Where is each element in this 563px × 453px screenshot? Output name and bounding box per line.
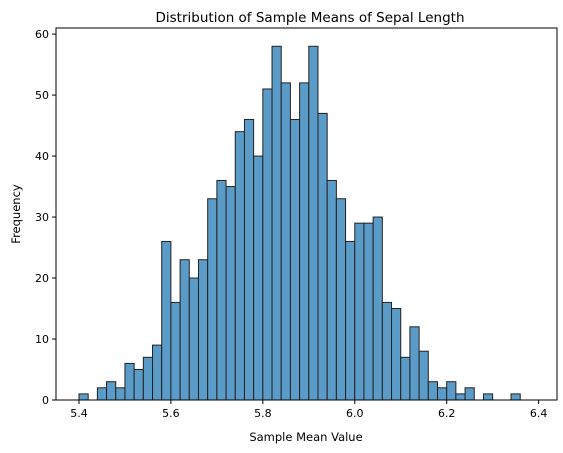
x-axis-label: Sample Mean Value (249, 430, 362, 444)
histogram-bar (326, 179, 337, 401)
x-tick-label: 5.4 (70, 407, 88, 420)
histogram-bar (418, 350, 429, 401)
histogram-bar (253, 155, 264, 401)
histogram-bar (446, 381, 457, 401)
histogram-bar (96, 387, 108, 401)
histogram-bar (262, 88, 273, 401)
histogram-bar (482, 393, 494, 401)
x-tick-label: 5.8 (254, 407, 272, 420)
histogram-bar (427, 381, 438, 401)
y-tick-label: 20 (35, 272, 49, 285)
histogram-bar (391, 308, 402, 401)
histogram-bar (400, 356, 411, 401)
x-ticks-group: 5.4 5.6 5.8 6.0 6.2 6.4 (70, 400, 547, 420)
histogram-bar (335, 198, 347, 401)
histogram-bar (188, 277, 199, 401)
histogram-bar (271, 45, 282, 401)
histogram-bar (142, 356, 154, 401)
histogram-bar (299, 82, 310, 401)
histogram-bar (510, 393, 521, 401)
histogram-bar (381, 301, 393, 401)
histogram-bar (409, 326, 420, 401)
chart-title: Distribution of Sample Means of Sepal Le… (156, 10, 465, 26)
histogram-bar (133, 369, 144, 401)
y-tick-label: 50 (35, 89, 49, 102)
histogram-bar (161, 240, 172, 401)
histogram-bar (179, 259, 190, 401)
histogram-bar (115, 387, 126, 401)
y-tick-label: 10 (35, 333, 49, 346)
y-ticks-group: 0 10 20 30 40 50 60 (35, 28, 56, 407)
histogram-bar (197, 259, 209, 401)
y-tick-label: 30 (35, 211, 49, 224)
histogram-bar (207, 198, 218, 401)
histogram-bar (289, 118, 301, 401)
histogram-bar (308, 45, 319, 401)
histogram-bar (372, 216, 383, 401)
histogram-bar (436, 387, 448, 401)
histogram-bar (170, 301, 181, 401)
histogram-bar (216, 179, 227, 401)
histogram-bar (106, 381, 117, 401)
y-tick-label: 0 (42, 394, 49, 407)
histogram-bar (78, 393, 89, 401)
histogram-bar (317, 112, 328, 401)
x-tick-label: 5.6 (162, 407, 180, 420)
histogram-bar (225, 186, 236, 401)
histogram-bar (354, 222, 365, 401)
histogram-bar (152, 344, 163, 401)
bars-group (78, 45, 521, 401)
x-tick-label: 6.2 (438, 407, 456, 420)
histogram-bar (345, 240, 356, 401)
histogram-bar (243, 118, 255, 401)
y-axis-label: Frequency (9, 184, 23, 244)
histogram-bar (455, 393, 466, 401)
histogram-bar (363, 222, 374, 401)
x-tick-label: 6.0 (346, 407, 364, 420)
y-tick-label: 60 (35, 28, 49, 41)
histogram-bar (234, 131, 245, 401)
histogram-bar (280, 82, 291, 401)
plot-frame (55, 27, 558, 401)
y-tick-label: 40 (35, 150, 49, 163)
histogram-bar (464, 387, 475, 401)
x-tick-label: 6.4 (530, 407, 548, 420)
histogram-bar (124, 362, 135, 401)
